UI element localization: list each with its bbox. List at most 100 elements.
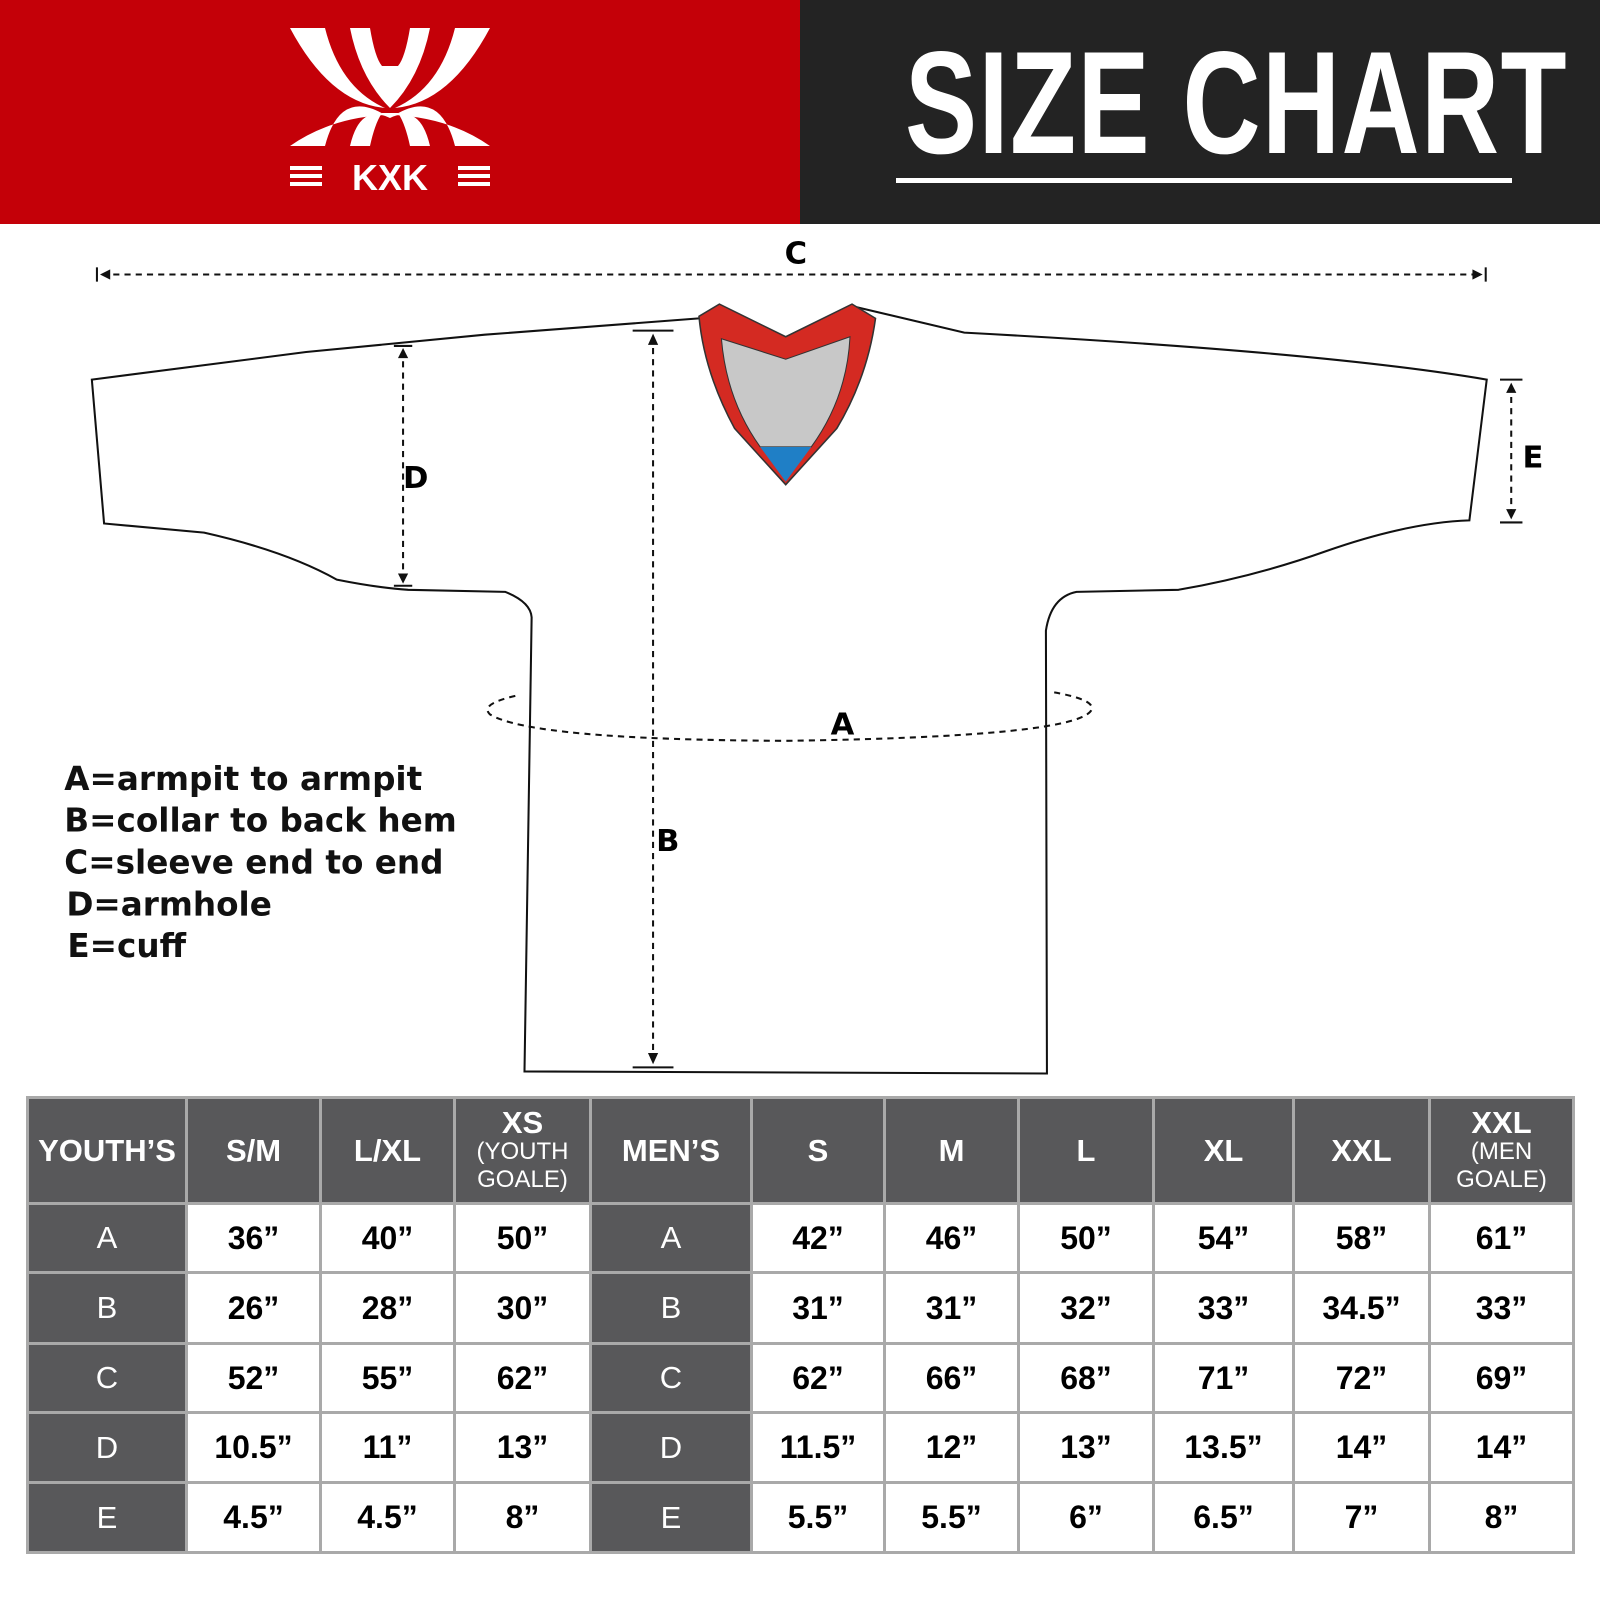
- size-header: XXL (MEN GOALE): [1428, 1096, 1575, 1205]
- table-cell: 4.5”: [319, 1481, 456, 1554]
- table-cell: 66”: [883, 1342, 1020, 1414]
- measure-a: [486, 690, 1093, 742]
- table-cell: 14”: [1428, 1411, 1575, 1484]
- table-cell: 4.5”: [185, 1481, 322, 1554]
- size-header: L/XL: [319, 1096, 456, 1205]
- size-table: YOUTH’S S/M L/XL XS (YOUTH GOALE) MEN’S S…: [26, 1096, 1575, 1554]
- table-cell: 14”: [1292, 1411, 1431, 1484]
- jersey-outline: [90, 305, 1488, 1075]
- legend-item: C=sleeve end to end: [64, 843, 443, 881]
- youth-header: YOUTH’S: [26, 1096, 188, 1205]
- size-label: L/XL: [353, 1133, 422, 1168]
- measure-c: [95, 267, 1487, 282]
- table-cell: 55”: [319, 1342, 456, 1414]
- row-label: E: [589, 1481, 753, 1554]
- brand-banner: [0, 0, 800, 224]
- table-row: D 10.5” 11” 13” D 11.5” 12” 13” 13.5” 14” 14”: [26, 1411, 1575, 1484]
- table-cell: 7”: [1292, 1481, 1431, 1554]
- row-label: C: [26, 1342, 188, 1414]
- men-header: MEN’S: [589, 1096, 753, 1205]
- table-cell: 69”: [1428, 1342, 1575, 1414]
- row-label: D: [26, 1411, 188, 1484]
- legend-item: D=armhole: [66, 885, 272, 923]
- table-cell: 10.5”: [185, 1411, 322, 1484]
- row-label: E: [26, 1481, 188, 1554]
- size-header: M: [883, 1096, 1020, 1205]
- table-cell: 36”: [185, 1202, 322, 1274]
- label-d: D: [403, 461, 428, 496]
- table-cell: 11”: [319, 1411, 456, 1484]
- size-header: S/M: [185, 1096, 322, 1205]
- table-cell: 31”: [883, 1271, 1020, 1345]
- table-cell: 13.5”: [1152, 1411, 1295, 1484]
- row-label: A: [26, 1202, 188, 1274]
- size-header: S: [750, 1096, 886, 1205]
- table-cell: 8”: [453, 1481, 592, 1554]
- row-label: C: [589, 1342, 753, 1414]
- table-cell: 72”: [1292, 1342, 1431, 1414]
- size-label: S/M: [225, 1133, 282, 1168]
- table-cell: 68”: [1017, 1342, 1155, 1414]
- row-label: B: [589, 1271, 753, 1345]
- size-header: XL: [1152, 1096, 1295, 1205]
- table-cell: 30”: [453, 1271, 592, 1345]
- table-cell: 26”: [185, 1271, 322, 1345]
- page-title: SIZE CHART: [905, 21, 1569, 184]
- table-cell: 13”: [1017, 1411, 1155, 1484]
- title-banner: [800, 0, 1600, 224]
- table-cell: 8”: [1428, 1481, 1575, 1554]
- label-e: E: [1522, 440, 1543, 475]
- size-label: M: [938, 1133, 965, 1168]
- size-label: XS: [501, 1105, 544, 1141]
- title-underline: [896, 178, 1512, 183]
- table-cell: 33”: [1428, 1271, 1575, 1345]
- table-cell: 62”: [453, 1342, 592, 1414]
- table-cell: 50”: [453, 1202, 592, 1274]
- table-cell: 33”: [1152, 1271, 1295, 1345]
- table-cell: 13”: [453, 1411, 592, 1484]
- legend-item: A=armpit to armpit: [64, 760, 422, 798]
- label-c: C: [785, 236, 807, 271]
- table-cell: 46”: [883, 1202, 1020, 1274]
- table-cell: 50”: [1017, 1202, 1155, 1274]
- size-label: L: [1076, 1133, 1096, 1168]
- table-cell: 58”: [1292, 1202, 1431, 1274]
- size-label: S: [807, 1133, 829, 1168]
- size-header: XS (YOUTH GOALE): [453, 1096, 592, 1205]
- table-cell: 28”: [319, 1271, 456, 1345]
- label-b: B: [656, 824, 679, 859]
- table-cell: 31”: [750, 1271, 886, 1345]
- table-cell: 6.5”: [1152, 1481, 1295, 1554]
- table-cell: 42”: [750, 1202, 886, 1274]
- table-cell: 52”: [185, 1342, 322, 1414]
- table-cell: 61”: [1428, 1202, 1575, 1274]
- legend-item: B=collar to back hem: [64, 802, 456, 840]
- table-cell: 32”: [1017, 1271, 1155, 1345]
- size-label: (MEN GOALE): [1456, 1138, 1547, 1193]
- size-label: XXL: [1331, 1133, 1392, 1168]
- size-header: XXL: [1292, 1096, 1431, 1205]
- table-row: E 4.5” 4.5” 8” E 5.5” 5.5” 6” 6.5” 7” 8”: [26, 1481, 1575, 1554]
- legend-item: E=cuff: [67, 927, 186, 965]
- table-cell: 62”: [750, 1342, 886, 1414]
- collar-accent: [760, 446, 812, 482]
- table-cell: 12”: [883, 1411, 1020, 1484]
- table-cell: 6”: [1017, 1481, 1155, 1554]
- label-a: A: [831, 708, 855, 743]
- collar-inner: [720, 336, 851, 448]
- table-cell: 40”: [319, 1202, 456, 1274]
- table-row: A 36” 40” 50” A 42” 46” 50” 54” 58” 61”: [26, 1202, 1575, 1274]
- table-cell: 11.5”: [750, 1411, 886, 1484]
- row-label: A: [589, 1202, 753, 1274]
- table-cell: 34.5”: [1292, 1271, 1431, 1345]
- size-label: (YOUTH GOALE): [476, 1138, 569, 1193]
- row-label: D: [589, 1411, 753, 1484]
- size-header: L: [1017, 1096, 1155, 1205]
- table-row: B 26” 28” 30” B 31” 31” 32” 33” 34.5” 33”: [26, 1271, 1575, 1345]
- table-cell: 5.5”: [750, 1481, 886, 1554]
- table-cell: 5.5”: [883, 1481, 1020, 1554]
- measurement-legend: A=armpit to armpit B=collar to back hem …: [64, 760, 456, 965]
- size-label: XXL: [1471, 1105, 1532, 1141]
- table-cell: 71”: [1152, 1342, 1295, 1414]
